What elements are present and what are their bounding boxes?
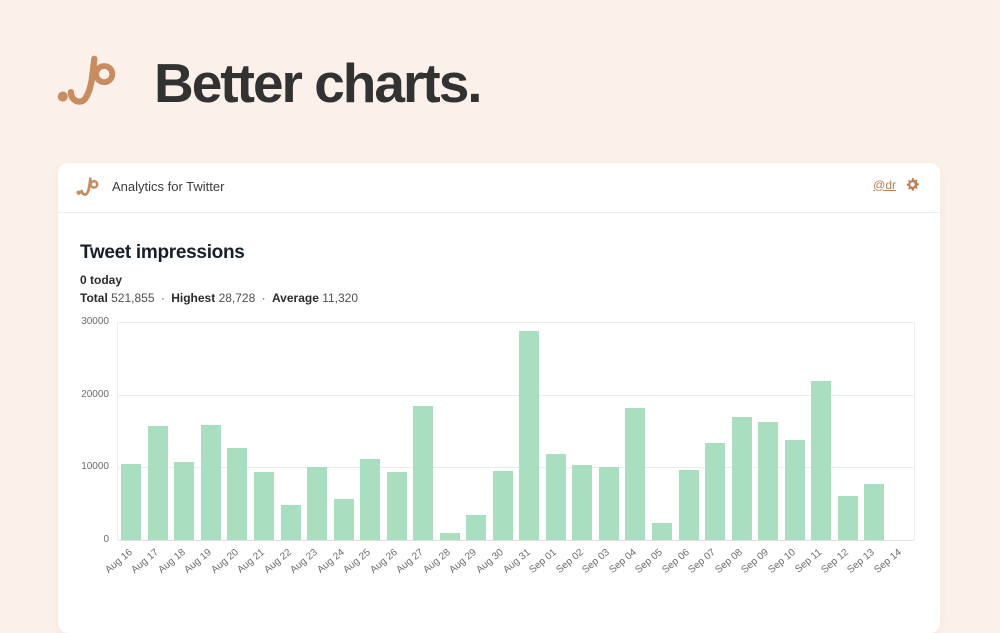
y-tick-0: 0 — [103, 534, 109, 545]
bar-aug-23[interactable] — [307, 467, 327, 540]
app-name: Analytics for Twitter — [112, 179, 225, 194]
metric-today: 0 today — [80, 273, 123, 287]
y-tick-20000: 20000 — [81, 388, 109, 400]
bar-sep-11[interactable] — [811, 380, 832, 540]
bar-aug-24[interactable] — [333, 498, 354, 540]
metric-title: Tweet impressions — [80, 242, 245, 263]
stat-average-label: Average — [271, 291, 319, 305]
gridline-30000 — [118, 322, 914, 323]
bar-aug-31[interactable] — [519, 331, 540, 540]
gridline-20000 — [118, 394, 914, 396]
stat-highest-label: Highest — [171, 291, 216, 305]
header-actions: @dr — [873, 177, 920, 192]
bar-chart — [117, 322, 915, 541]
gridline-0 — [118, 540, 914, 541]
bar-sep-06[interactable] — [678, 470, 699, 540]
bar-aug-29[interactable] — [466, 515, 487, 540]
bar-sep-07[interactable] — [705, 442, 725, 540]
bar-sep-05[interactable] — [651, 523, 672, 540]
stat-total-value: 521,855 — [111, 291, 155, 305]
gridline-10000 — [118, 467, 914, 469]
bar-aug-16[interactable] — [121, 463, 142, 540]
stat-separator: · — [261, 291, 266, 305]
y-tick-30000: 30000 — [81, 316, 109, 327]
bar-aug-27[interactable] — [413, 406, 434, 540]
card-header: Analytics for Twitter @dr — [58, 163, 940, 213]
bar-aug-22[interactable] — [280, 505, 301, 540]
bar-sep-08[interactable] — [731, 416, 752, 540]
page-title: Better charts. — [154, 52, 483, 114]
stat-highest-value: 28,728 — [218, 291, 256, 305]
bar-sep-13[interactable] — [864, 484, 885, 540]
stat-total-label: Total — [80, 291, 108, 305]
logo-dot — [57, 91, 68, 102]
gear-icon[interactable] — [905, 177, 920, 192]
y-tick-10000: 10000 — [81, 461, 109, 473]
bar-aug-18[interactable] — [174, 462, 195, 540]
metric-stats: Total 521,855 · Highest 28,728 · Average… — [80, 291, 358, 305]
bar-sep-09[interactable] — [758, 422, 779, 540]
page: { "page": { "background_color": "#fcf1ea… — [57, 52, 940, 633]
bar-aug-26[interactable] — [386, 472, 407, 540]
account-link[interactable]: @dr — [873, 177, 896, 192]
bar-aug-21[interactable] — [253, 471, 274, 540]
bar-sep-03[interactable] — [598, 466, 619, 540]
stat-average-value: 11,320 — [322, 291, 359, 305]
logo-l-stroke — [67, 55, 98, 105]
ilo-logo-small — [76, 177, 99, 196]
bar-sep-10[interactable] — [784, 439, 805, 540]
stat-separator: · — [160, 291, 165, 305]
bar-sep-04[interactable] — [625, 407, 646, 540]
ilo-logo — [57, 55, 116, 105]
bar-sep-12[interactable] — [837, 495, 858, 540]
bar-aug-30[interactable] — [492, 471, 513, 540]
bar-sep-02[interactable] — [572, 465, 593, 540]
bar-aug-17[interactable] — [147, 425, 168, 540]
bar-aug-25[interactable] — [360, 459, 381, 540]
bar-aug-28[interactable] — [439, 532, 460, 540]
bar-sep-01[interactable] — [545, 454, 566, 540]
analytics-card: Analytics for Twitter @dr Tweet impressi… — [58, 163, 940, 633]
bar-aug-20[interactable] — [227, 447, 248, 540]
logo-o — [93, 63, 116, 86]
bar-aug-19[interactable] — [200, 424, 221, 540]
